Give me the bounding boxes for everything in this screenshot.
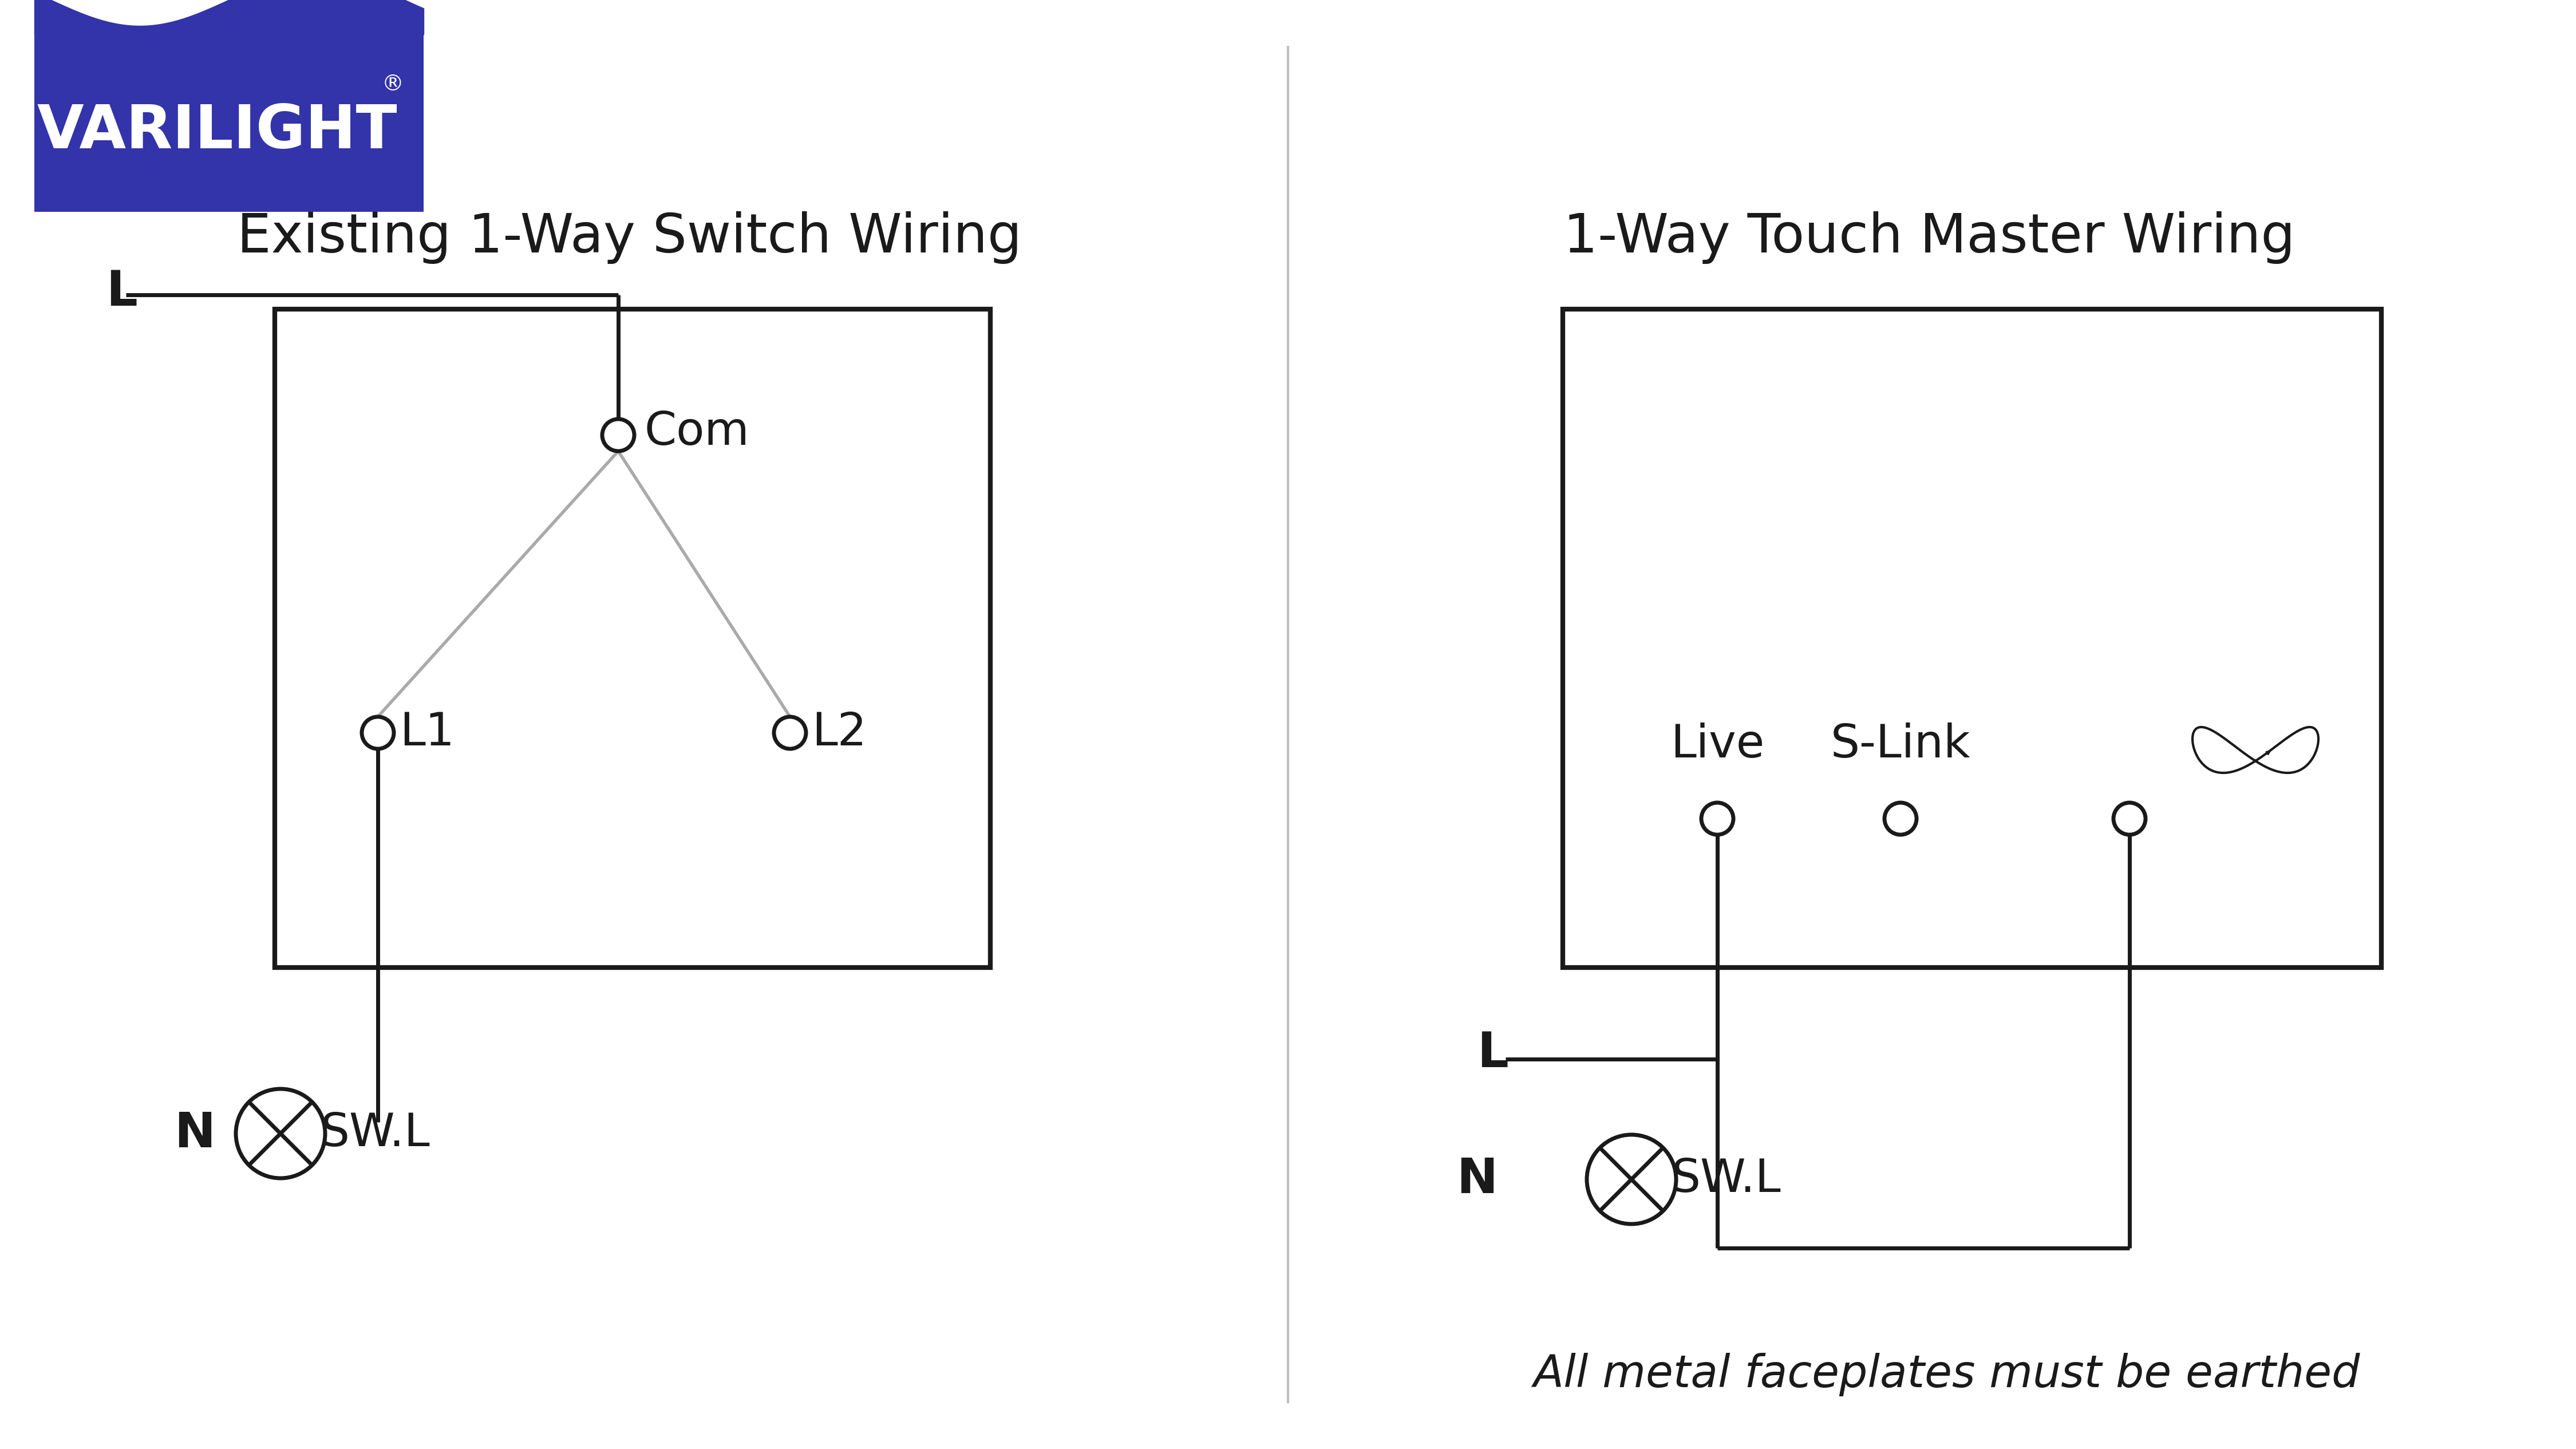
Text: S-Link: S-Link	[1832, 723, 1971, 767]
Circle shape	[773, 717, 806, 749]
Bar	[33, 35, 422, 212]
Circle shape	[2112, 803, 2146, 835]
Circle shape	[237, 1088, 325, 1178]
Text: N: N	[175, 1110, 216, 1158]
Text: ®: ®	[381, 72, 404, 96]
Text: Com: Com	[644, 410, 750, 455]
Text: SW.L: SW.L	[319, 1111, 430, 1156]
Bar	[276, 309, 989, 968]
Bar	[1564, 309, 2380, 968]
Text: N: N	[1455, 1156, 1497, 1203]
Text: L: L	[1476, 1030, 1510, 1077]
Text: L: L	[106, 268, 137, 316]
Text: Live: Live	[1669, 723, 1765, 767]
Circle shape	[1886, 803, 1917, 835]
Text: L1: L1	[399, 710, 453, 755]
Text: SW.L: SW.L	[1672, 1156, 1780, 1201]
Circle shape	[1700, 803, 1734, 835]
Text: 1-Way Touch Master Wiring: 1-Way Touch Master Wiring	[1564, 212, 2295, 264]
Circle shape	[603, 419, 634, 451]
Text: Existing 1-Way Switch Wiring: Existing 1-Way Switch Wiring	[237, 212, 1023, 264]
Text: All metal faceplates must be earthed: All metal faceplates must be earthed	[1533, 1353, 2360, 1397]
Text: L2: L2	[811, 710, 866, 755]
Circle shape	[1587, 1135, 1677, 1224]
Text: VARILIGHT: VARILIGHT	[36, 103, 397, 161]
Circle shape	[361, 717, 394, 749]
